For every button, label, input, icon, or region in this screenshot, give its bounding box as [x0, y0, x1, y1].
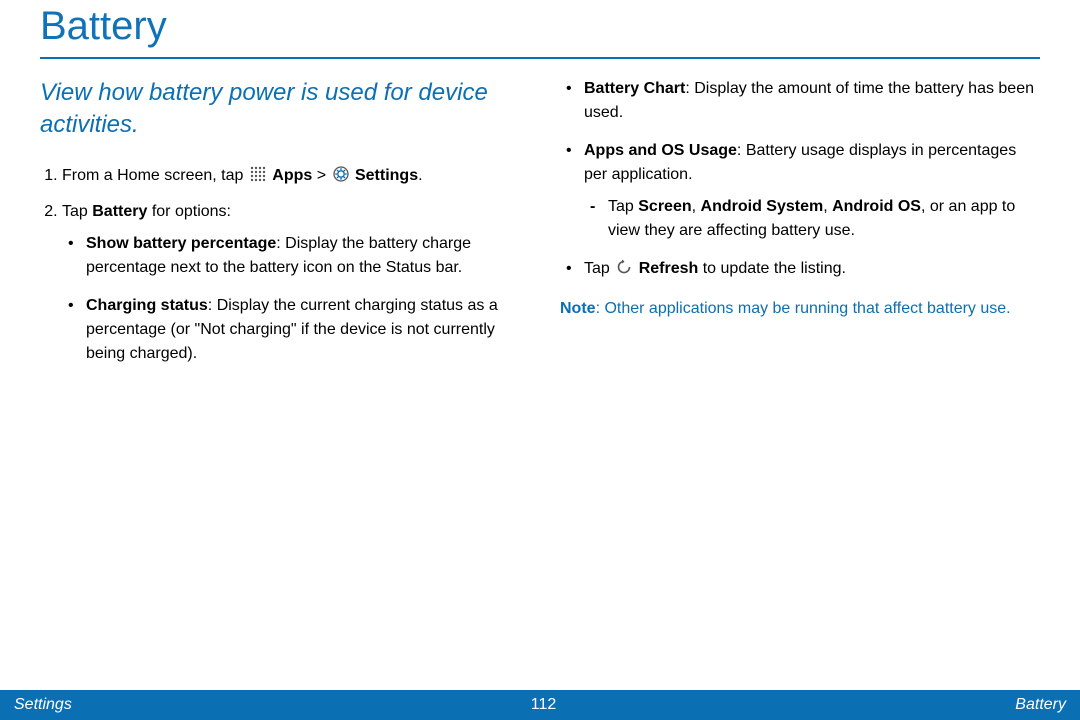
step2-prefix: Tap [62, 203, 92, 220]
footer-right: Battery [1015, 696, 1066, 714]
bullet2-label: Charging status [86, 297, 208, 314]
settings-label: Settings [355, 167, 418, 184]
step-1: From a Home screen, tap Apps > Settings. [62, 164, 520, 190]
right-column: Battery Chart: Display the amount of tim… [560, 77, 1040, 380]
step2-bullets: Show battery percentage: Display the bat… [62, 232, 520, 366]
page-title: Battery [40, 0, 1040, 57]
r-bullet2-label: Apps and OS Usage [584, 142, 737, 159]
note-label: Note [560, 300, 596, 317]
footer-page-number: 112 [531, 696, 557, 714]
apps-grid-icon [250, 166, 266, 190]
bullet-tap-refresh: Tap Refresh to update the listing. [566, 257, 1040, 283]
step2-suffix: for options: [147, 203, 231, 220]
bullet-show-battery-percentage: Show battery percentage: Display the bat… [68, 232, 520, 280]
note-body: : Other applications may be running that… [596, 300, 1011, 317]
footer-left: Settings [14, 696, 72, 714]
document-page: Battery View how battery power is used f… [0, 0, 1080, 720]
dash1-sep2: , [823, 198, 832, 215]
dash1-b3: Android OS [832, 198, 921, 215]
page-footer: Settings 112 Battery [0, 690, 1080, 720]
battery-label: Battery [92, 203, 147, 220]
step1-suffix: . [418, 167, 422, 184]
title-rule [40, 57, 1040, 59]
bullet-battery-chart: Battery Chart: Display the amount of tim… [566, 77, 1040, 125]
note-text: Note: Other applications may be running … [560, 297, 1040, 321]
r-bullet1-label: Battery Chart [584, 80, 685, 97]
refresh-label: Refresh [639, 260, 699, 277]
refresh-icon [616, 259, 632, 283]
steps-list: From a Home screen, tap Apps > Settings.… [40, 164, 520, 366]
dash-tap-screen: Tap Screen, Android System, Android OS, … [590, 195, 1040, 243]
r-bullet3-prefix: Tap [584, 260, 614, 277]
bullet-charging-status: Charging status: Display the current cha… [68, 294, 520, 366]
apps-label: Apps [272, 167, 312, 184]
left-column: View how battery power is used for devic… [40, 77, 520, 380]
content-columns: View how battery power is used for devic… [40, 77, 1040, 380]
intro-text: View how battery power is used for devic… [40, 77, 520, 142]
step-2: Tap Battery for options: Show battery pe… [62, 200, 520, 366]
dash1-prefix: Tap [608, 198, 638, 215]
dash-list: Tap Screen, Android System, Android OS, … [584, 195, 1040, 243]
gt-sep: > [312, 167, 330, 184]
bullet1-label: Show battery percentage [86, 235, 276, 252]
dash1-sep1: , [692, 198, 701, 215]
right-bullets: Battery Chart: Display the amount of tim… [560, 77, 1040, 283]
dash1-b1: Screen [638, 198, 691, 215]
r-bullet3-suffix: to update the listing. [698, 260, 846, 277]
bullet-apps-os-usage: Apps and OS Usage: Battery usage display… [566, 139, 1040, 243]
settings-gear-icon [333, 166, 349, 190]
step1-prefix: From a Home screen, tap [62, 167, 248, 184]
dash1-b2: Android System [701, 198, 824, 215]
